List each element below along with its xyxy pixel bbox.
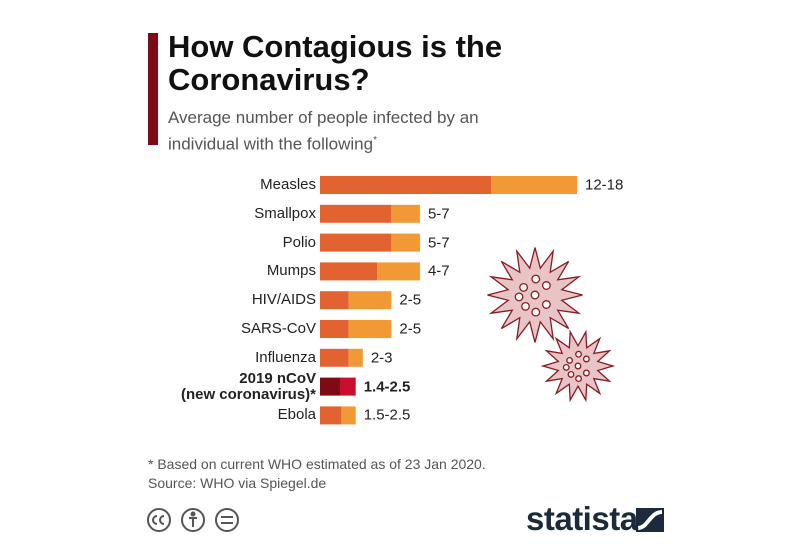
virus-dot xyxy=(530,290,540,300)
bar-low xyxy=(320,262,378,281)
subtitle: Average number of people infected by an … xyxy=(168,108,479,154)
footnote: * Based on current WHO estimated as of 2… xyxy=(148,456,486,472)
virus-dot xyxy=(541,300,551,309)
virus-illustration xyxy=(487,247,583,343)
value-label: 5-7 xyxy=(427,234,450,252)
bar-low xyxy=(320,320,349,338)
bar-low xyxy=(320,406,342,425)
cc-glyph xyxy=(152,515,165,525)
bar-low xyxy=(320,348,349,367)
category-label: Smallpox xyxy=(254,204,316,222)
virus-illustration xyxy=(540,329,616,403)
virus-dot xyxy=(575,350,583,358)
brand: statista xyxy=(526,500,638,537)
bar-range xyxy=(391,204,420,223)
value-label: 2-5 xyxy=(399,320,422,338)
virus-dot xyxy=(582,369,590,377)
bar-range xyxy=(348,291,392,310)
by-icon xyxy=(181,508,205,532)
virus-dot xyxy=(519,282,529,292)
source: Source: WHO via Spiegel.de xyxy=(148,475,327,491)
virus-dot xyxy=(531,307,541,317)
brand-mark xyxy=(636,508,664,532)
by-glyph xyxy=(189,517,197,527)
bar-low xyxy=(320,204,392,223)
bar-low xyxy=(320,233,392,252)
brand-wave xyxy=(637,510,663,530)
category-label: Measles xyxy=(260,176,316,193)
virus-dot xyxy=(514,292,524,302)
bar-low xyxy=(320,176,492,194)
virus-dot xyxy=(562,363,570,371)
category-label: Ebola xyxy=(277,406,316,424)
virus-dot xyxy=(582,355,590,363)
title-accent xyxy=(148,33,158,145)
bar-range xyxy=(339,377,356,396)
virus-dot xyxy=(521,301,530,311)
virus-dot xyxy=(575,375,583,383)
subtitle-mark: * xyxy=(373,135,377,146)
by-head xyxy=(190,511,196,517)
value-label: 4-7 xyxy=(427,262,450,280)
category-label: 2019 nCoV (new coronavirus)* xyxy=(180,369,316,403)
value-label: 2-3 xyxy=(370,349,393,367)
value-label: 12-18 xyxy=(585,176,624,194)
bar-range xyxy=(348,320,392,338)
cc-icon xyxy=(147,508,171,532)
category-label: Influenza xyxy=(255,348,316,366)
value-label: 2-5 xyxy=(399,291,422,309)
virus-dot xyxy=(567,370,575,378)
bar-range xyxy=(341,406,356,425)
virus-dot xyxy=(541,281,551,290)
category-label: SARS-CoV xyxy=(240,320,316,337)
subtitle-block: Average number of people infected by an … xyxy=(168,106,548,156)
virus-dot xyxy=(566,356,574,364)
value-label: 1.5-2.5 xyxy=(363,406,411,424)
nd-icon xyxy=(215,508,239,532)
category-label: Polio xyxy=(282,233,316,251)
category-label: Mumps xyxy=(266,262,316,280)
virus-dot xyxy=(531,274,541,284)
nd-glyph xyxy=(221,516,233,524)
virus-dot xyxy=(574,362,582,370)
bar-range xyxy=(377,262,420,281)
cc-icons xyxy=(147,508,239,532)
chart-title: How Contagious is the Coronavirus? xyxy=(168,29,503,97)
bar-range xyxy=(391,233,420,252)
bar-low xyxy=(320,291,349,310)
category-label: HIV/AIDS xyxy=(251,291,316,309)
value-label: 1.4-2.5 xyxy=(363,378,411,396)
bar-range xyxy=(348,348,363,367)
bar-range xyxy=(491,176,577,194)
bar-low xyxy=(320,377,340,396)
value-label: 5-7 xyxy=(427,205,450,223)
